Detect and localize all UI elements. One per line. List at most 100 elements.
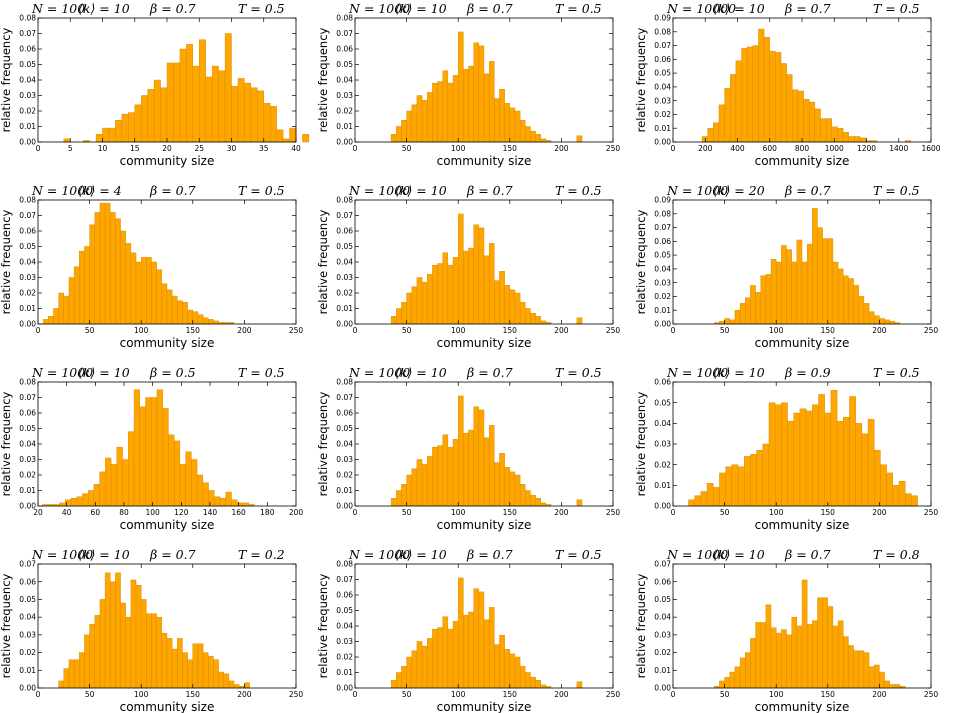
histogram-bar [827,606,834,689]
y-tick-label: 0.05 [19,424,36,433]
x-tick-label: 0 [36,690,41,699]
title-part: ⟨k⟩ = 20 [713,183,765,198]
histogram-bar [832,625,839,689]
y-tick-label: 0.02 [336,653,353,662]
y-tick-label: 0.01 [654,666,671,675]
y-tick-label: 0.07 [336,575,353,584]
x-tick-label: 0 [671,508,676,517]
title-part: T = 0.5 [555,1,602,16]
histogram-bar [837,620,844,689]
x-tick-label: 600 [763,144,778,153]
y-axis-label: relative frequency [316,573,330,678]
y-tick-label: 0.05 [19,60,36,69]
y-tick-label: 0.00 [654,502,671,511]
x-tick-label: 100 [451,144,466,153]
y-axis-label: relative frequency [0,209,13,314]
y-tick-label: 0.06 [654,378,671,387]
title-part: T = 0.8 [873,547,920,562]
y-tick-label: 0.06 [19,45,36,54]
x-axis-label: community size [755,518,850,532]
x-tick-label: 80 [119,508,129,517]
histogram-bar [822,597,829,689]
y-tick-label: 0.08 [19,378,36,387]
x-tick-label: 100 [451,508,466,517]
x-axis-label: community size [437,336,532,350]
y-tick-label: 0.03 [654,440,671,449]
y-tick-label: 0.02 [19,648,36,657]
y-tick-label: 0.00 [654,320,671,329]
title-part: β = 0.7 [784,1,831,16]
histogram-bar [801,579,808,689]
y-tick-label: 0.02 [336,107,353,116]
x-tick-label: 0 [36,326,41,335]
x-tick-label: 800 [795,144,810,153]
y-tick-label: 0.05 [336,424,353,433]
title-part: β = 0.7 [784,183,831,198]
y-tick-label: 0.05 [336,60,353,69]
x-tick-label: 0 [671,144,676,153]
y-tick-label: 0.08 [19,14,36,23]
histogram-bar [791,616,798,689]
x-tick-label: 150 [503,508,518,517]
x-tick-label: 15 [130,144,140,153]
histogram-bar [879,671,885,689]
y-tick-label: 0.02 [654,460,671,469]
histogram-bar [874,664,880,689]
title-part: β = 0.5 [149,365,196,380]
title-part: N = 1000 [31,365,93,380]
histogram-bar [781,629,787,689]
y-tick-label: 0.07 [19,29,36,38]
y-tick-label: 0.00 [336,502,353,511]
x-tick-label: 50 [402,508,412,517]
y-tick-label: 0.03 [19,91,36,100]
x-tick-label: 200 [872,326,887,335]
y-tick-label: 0.08 [336,378,353,387]
histogram-bar [719,680,725,689]
y-axis-label: relative frequency [316,209,330,314]
y-tick-label: 0.01 [19,122,36,131]
title-part: β = 0.9 [784,365,831,380]
y-tick-label: 0.01 [336,668,353,677]
x-tick-label: 0 [671,326,676,335]
title-part: β = 0.7 [466,1,513,16]
x-tick-label: 50 [402,690,412,699]
y-tick-label: 0.08 [336,196,353,205]
x-tick-label: 250 [924,326,939,335]
y-tick-label: 0.00 [336,138,353,147]
histogram-bar [739,657,746,689]
y-tick-label: 0.04 [19,76,36,85]
x-tick-label: 150 [503,690,518,699]
y-tick-label: 0.07 [336,29,353,38]
x-tick-label: 160 [232,508,247,517]
y-tick-label: 0.07 [19,211,36,220]
histogram-bar [894,684,901,689]
x-axis-label: community size [120,154,215,168]
x-tick-label: 200 [554,690,569,699]
y-tick-label: 0.04 [654,264,671,273]
y-tick-label: 0.04 [336,76,353,85]
x-tick-label: 50 [85,326,95,335]
y-axis-label: relative frequency [316,391,330,496]
x-tick-label: 20 [162,144,172,153]
y-tick-label: 0.08 [654,27,671,36]
y-tick-label: 0.02 [336,471,353,480]
x-tick-label: 50 [720,508,730,517]
y-tick-label: 0.04 [19,613,36,622]
x-tick-label: 0 [353,326,358,335]
y-axis-label: relative frequency [0,391,13,496]
title-part: β = 0.7 [149,547,196,562]
title-part: N = 1000 [348,365,410,380]
y-tick-label: 0.00 [19,684,36,693]
histogram-bar [884,680,890,689]
x-tick-label: 0 [353,690,358,699]
x-tick-label: 120 [174,508,189,517]
y-tick-label: 0.01 [654,306,671,315]
x-tick-label: 200 [237,690,252,699]
title-part: β = 0.7 [784,547,831,562]
title-part: T = 0.5 [555,365,602,380]
y-tick-label: 0.05 [654,69,671,78]
title-part: ⟨k⟩ = 10 [395,183,447,198]
y-tick-label: 0.03 [654,630,671,639]
y-tick-label: 0.00 [336,684,353,693]
